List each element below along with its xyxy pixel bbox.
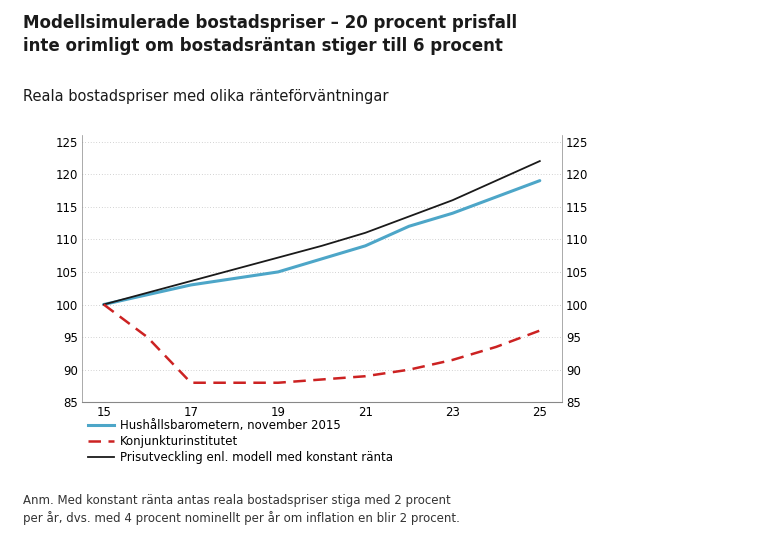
- Legend: Hushållsbarometern, november 2015, Konjunkturinstitutet, Prisutveckling enl. mod: Hushållsbarometern, november 2015, Konju…: [88, 419, 392, 464]
- Text: Reala bostadspriser med olika ränteförväntningar: Reala bostadspriser med olika ränteförvä…: [23, 89, 389, 104]
- Text: Modellsimulerade bostadspriser – 20 procent prisfall
inte orimligt om bostadsrän: Modellsimulerade bostadspriser – 20 proc…: [23, 14, 517, 55]
- Text: Anm. Med konstant ränta antas reala bostadspriser stiga med 2 procent
per år, dv: Anm. Med konstant ränta antas reala bost…: [23, 494, 460, 525]
